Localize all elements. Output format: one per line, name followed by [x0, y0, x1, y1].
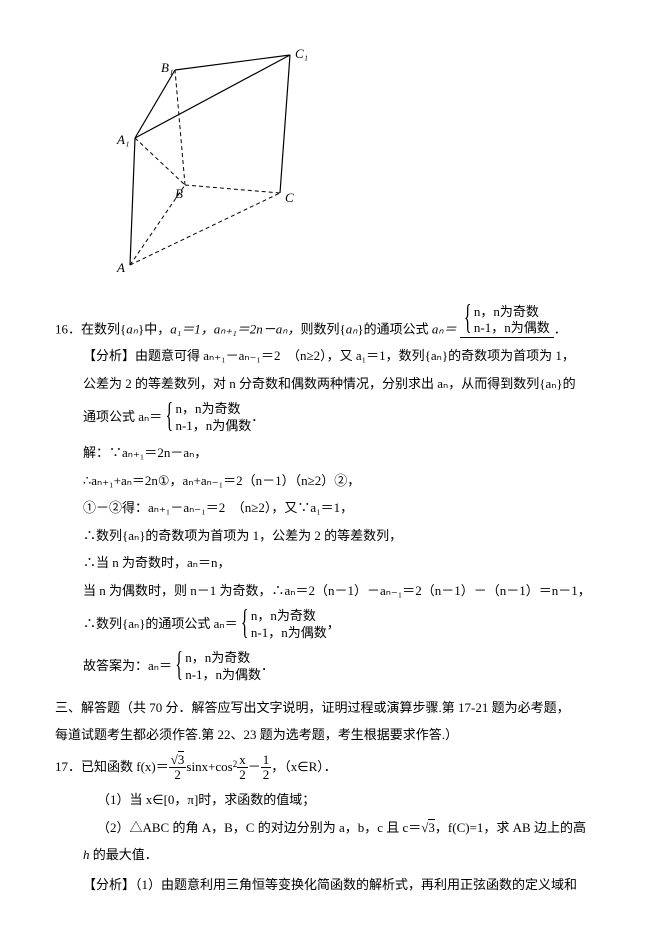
q16-sol-1: 解：∵aₙ₊₁＝2n－aₙ，	[55, 443, 607, 463]
frac-1-2: 12	[261, 753, 272, 783]
q16-analysis-3: 通项公式 aₙ＝ n，n为奇数 n-1，n为偶数 ．	[55, 401, 607, 435]
q16-analysis-2: 公差为 2 的等差数列，对 n 分奇数和偶数两种情况，分别求出 aₙ，从而得到数…	[55, 374, 607, 394]
q17-stem: 17．已知函数 f(x)＝√32sinx+cos2x2－12，（x∈R）．	[55, 753, 607, 783]
q16-sol-5: ∴当 n 为奇数时，aₙ＝n，	[55, 553, 607, 573]
q17-part2a: （2）△ABC 的角 A，B，C 的对边分别为 a，b，c 且 c＝√3，f(C…	[55, 818, 607, 838]
svg-text:C: C	[285, 190, 294, 205]
q16-number: 16．	[55, 321, 81, 336]
svg-text:C₁: C₁	[295, 46, 308, 61]
svg-text:A₁: A₁	[116, 132, 129, 147]
q16-sol-8: 故答案为：aₙ＝ n，n为奇数 n-1，n为偶数 ．	[55, 650, 607, 684]
q16-sol-6: 当 n 为偶数时，则 n－1 为奇数，∴aₙ＝2（n－1）－aₙ₋₁＝2（n－1…	[55, 581, 607, 601]
q16-analysis-brace: n，n为奇数 n-1，n为偶数	[165, 401, 251, 435]
prism-diagram: A B C A₁ B₁ C₁	[95, 40, 607, 286]
frac-sqrt3-2: √32	[169, 753, 187, 783]
svg-text:B₁: B₁	[161, 60, 173, 75]
svg-text:A: A	[116, 260, 125, 275]
q16-sol-7: ∴数列{aₙ}的通项公式 aₙ＝ n，n为奇数 n-1，n为偶数 ，	[55, 608, 607, 642]
q16-answer-blank: n，n为奇数 n-1，n为偶数	[460, 304, 554, 339]
q16-sol7-brace: n，n为奇数 n-1，n为偶数	[241, 608, 327, 642]
page: A B C A₁ B₁ C₁ 16．在数列{aₙ}中，a₁＝1，aₙ₊₁＝2n－aₙ，则数…	[0, 0, 662, 936]
q16-sol8-brace: n，n为奇数 n-1，n为偶数	[175, 650, 261, 684]
q17-part1: （1）当 x∈[0，π]时，求函数的值域；	[55, 790, 607, 810]
q16-sol-3: ①－②得：aₙ₊₁－aₙ₋₁＝2 （n≥2），又∵a₁＝1，	[55, 498, 607, 518]
q17-number: 17．	[55, 758, 81, 773]
svg-text:B: B	[175, 186, 183, 201]
section-3-heading-2: 每道试题考生都必须作答.第 22、23 题为选考题，考生根据要求作答.）	[55, 725, 607, 745]
q16-stem: 16．在数列{aₙ}中，a₁＝1，aₙ₊₁＝2n－aₙ，则数列{aₙ}的通项公式…	[55, 304, 607, 339]
section-3-heading-1: 三、解答题（共 70 分．解答应写出文字说明，证明过程或演算步骤.第 17-21…	[55, 698, 607, 718]
q17-analysis: 【分析】（1）由题意利用三角恒等变换化简函数的解析式，再利用正弦函数的定义域和	[55, 875, 607, 895]
q17-part2b: h h 的最大值．的最大值．	[55, 845, 607, 865]
frac-x-2: x2	[237, 753, 248, 783]
q16-answer-brace: n，n为奇数 n-1，n为偶数	[464, 304, 550, 338]
q16-analysis-1: 【分析】由题意可得 aₙ₊₁－aₙ₋₁＝2 （n≥2），又 a₁＝1，数列{aₙ…	[55, 346, 607, 366]
prism-svg: A B C A₁ B₁ C₁	[95, 40, 315, 280]
q16-sol-2: ∴aₙ₊₁+aₙ＝2n①，aₙ+aₙ₋₁＝2（n－1）（n≥2）②，	[55, 471, 607, 491]
q16-sol-4: ∴数列{aₙ}的奇数项为首项为 1，公差为 2 的等差数列，	[55, 526, 607, 546]
